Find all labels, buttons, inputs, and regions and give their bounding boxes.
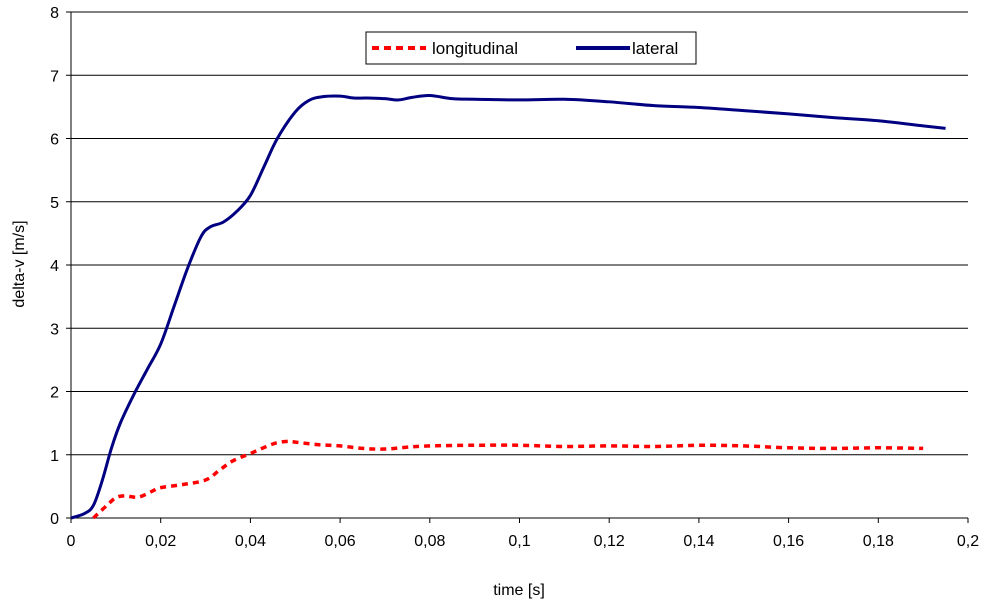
x-tick-label: 0,02: [145, 533, 176, 550]
legend-label-lateral: lateral: [632, 39, 678, 58]
y-tick-label: 4: [50, 258, 59, 275]
y-tick-label: 2: [50, 385, 59, 402]
y-tick-label: 0: [50, 511, 59, 528]
x-tick-label: 0,06: [325, 533, 356, 550]
legend-label-longitudinal: longitudinal: [432, 39, 518, 58]
x-tick-label: 0,14: [683, 533, 714, 550]
y-tick-label: 1: [50, 448, 59, 465]
gridlines: [71, 11, 968, 456]
legend: longitudinal lateral: [365, 31, 697, 65]
y-tick-label: 7: [50, 68, 59, 85]
x-tick-label: 0,2: [957, 533, 979, 550]
axis-ticks: 0 1 2 3 4 5 6 7 8 0 0,02 0,04 0,06 0,08 0,1 0,12 0,14 0,1…: [50, 5, 979, 550]
x-axis-label: time [s]: [493, 582, 545, 599]
y-tick-label: 5: [50, 195, 59, 212]
y-axis-label: delta-v [m/s]: [11, 220, 28, 307]
x-tick-label: 0,08: [414, 533, 445, 550]
x-tick-label: 0,12: [594, 533, 625, 550]
x-tick-label: 0,04: [235, 533, 266, 550]
x-tick-label: 0,18: [863, 533, 894, 550]
x-tick-label: 0,1: [508, 533, 530, 550]
series-line-longitudinal: [92, 439, 924, 520]
x-tick-label: 0,16: [773, 533, 804, 550]
series-layer: [70, 93, 946, 520]
y-tick-label: 3: [50, 321, 59, 338]
series-line-lateral: [70, 93, 946, 520]
y-tick-label: 8: [50, 5, 59, 22]
y-tick-label: 6: [50, 132, 59, 149]
x-tick-label: 0: [67, 533, 76, 550]
